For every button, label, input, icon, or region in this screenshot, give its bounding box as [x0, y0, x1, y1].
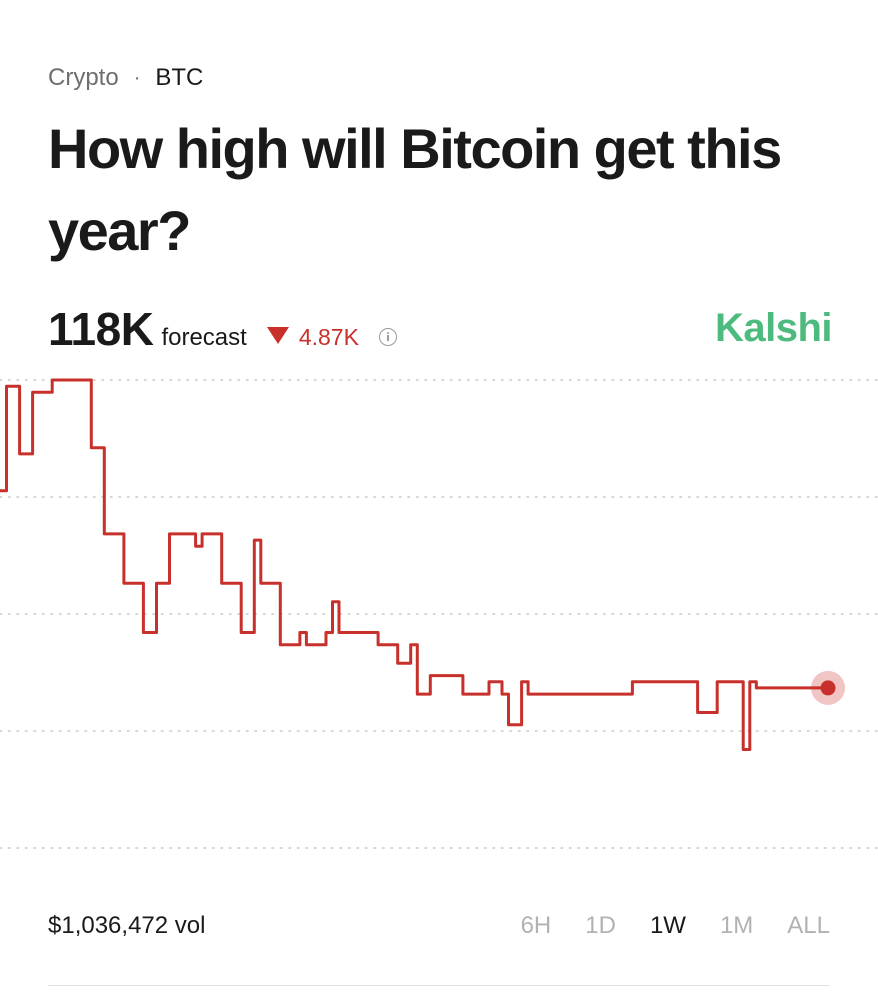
- forecast-label: forecast: [161, 324, 247, 351]
- brand-logo: Kalshi: [714, 306, 833, 350]
- time-range-1d[interactable]: 1D: [585, 912, 616, 939]
- volume-label: $1,036,472 vol: [48, 912, 206, 939]
- breadcrumb-category[interactable]: Crypto: [48, 64, 119, 91]
- chart-footer: $1,036,472 vol 6H 1D 1W 1M ALL: [48, 906, 830, 946]
- page-title: How high will Bitcoin get this year?: [48, 117, 782, 262]
- breadcrumb-separator: ·: [133, 66, 141, 89]
- time-range-all[interactable]: ALL: [787, 912, 830, 939]
- forecast-series-line: [0, 378, 828, 751]
- time-range-1m[interactable]: 1M: [719, 912, 754, 939]
- divider: [48, 985, 830, 986]
- current-point: [820, 680, 836, 696]
- forecast-value: 118K: [48, 303, 154, 355]
- time-range-6h[interactable]: 6H: [520, 912, 552, 939]
- breadcrumb-ticker[interactable]: BTC: [155, 64, 204, 91]
- forecast-summary: 118K forecast 4.87K: [48, 302, 397, 362]
- down-arrow-icon: [266, 327, 289, 344]
- forecast-change: 4.87K: [298, 324, 359, 350]
- breadcrumb: Crypto · BTC: [48, 64, 203, 92]
- time-range-selector: 6H 1D 1W 1M ALL: [487, 912, 830, 940]
- price-chart[interactable]: [0, 370, 878, 860]
- info-icon[interactable]: [378, 328, 397, 346]
- time-range-1w[interactable]: 1W: [649, 912, 686, 939]
